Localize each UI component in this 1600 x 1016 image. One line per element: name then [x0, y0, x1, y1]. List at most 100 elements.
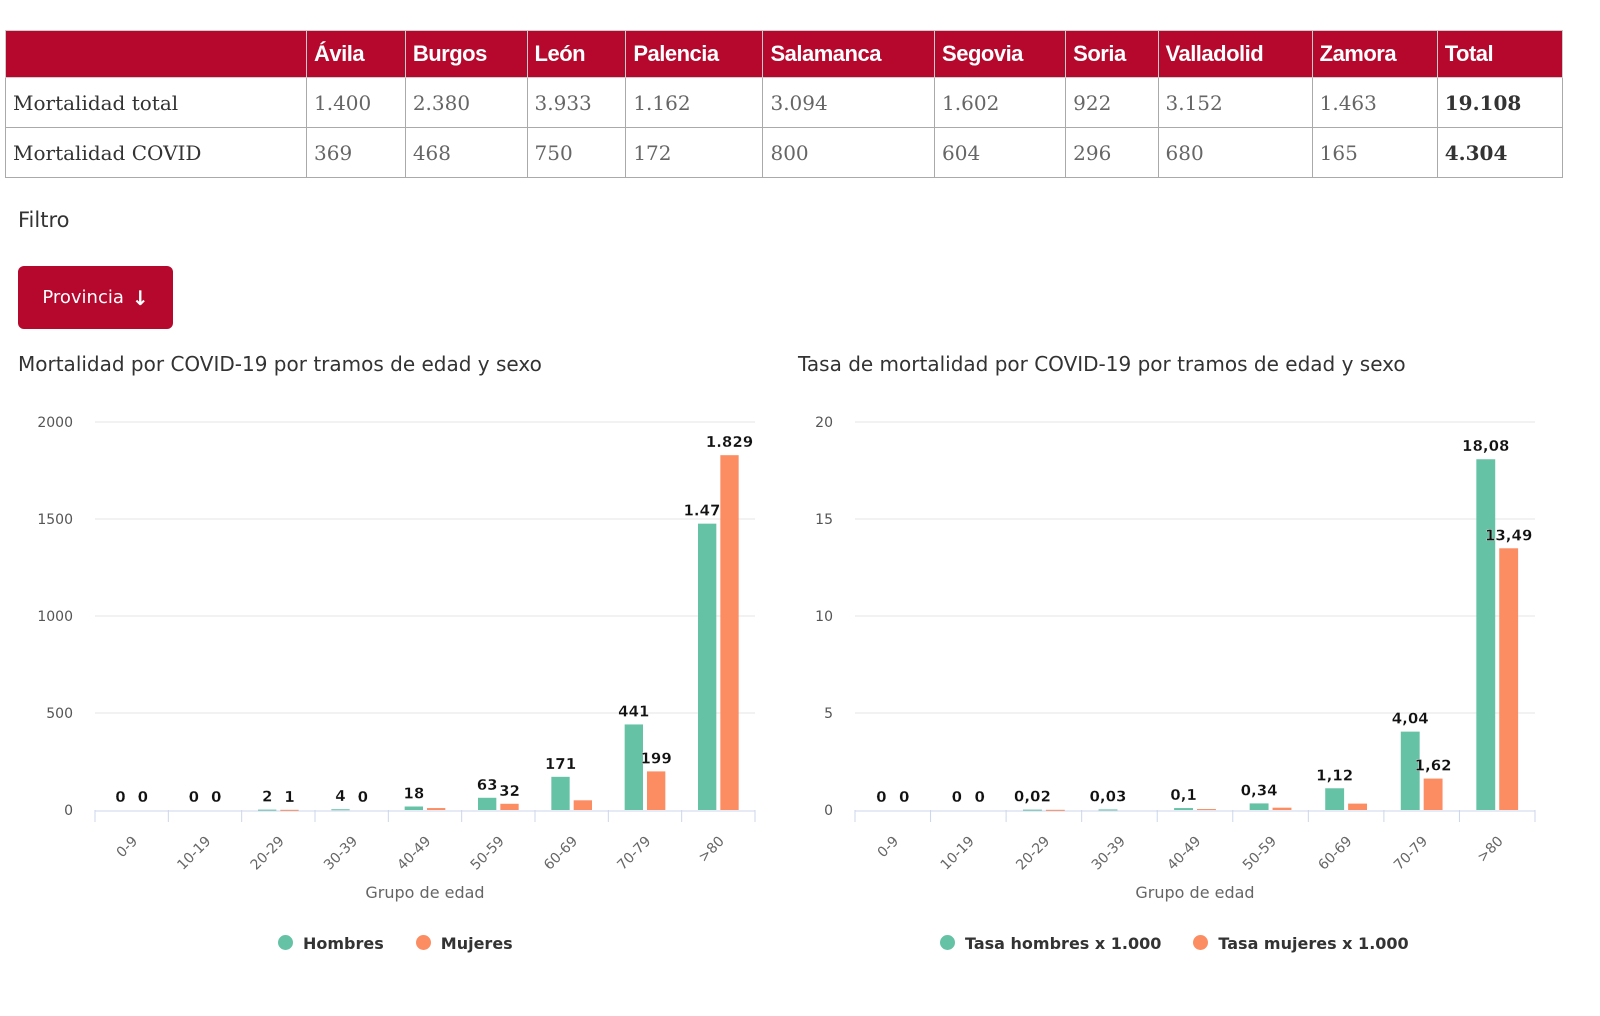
- data-label: 0: [358, 788, 368, 806]
- x-tick-label: 0-9: [875, 833, 902, 860]
- bar-mujeres: [1045, 809, 1065, 811]
- data-label: 0,02: [1014, 788, 1051, 806]
- x-tick-label: 50-59: [468, 833, 508, 873]
- column-header: León: [526, 30, 627, 78]
- column-header: Total: [1436, 30, 1564, 78]
- x-tick-label: 20-29: [248, 833, 288, 873]
- bar-hombres: [258, 809, 277, 811]
- x-axis-title: Grupo de edad: [365, 883, 484, 902]
- data-label: 2: [262, 788, 272, 806]
- y-tick-label: 10: [815, 609, 833, 625]
- column-header: Segovia: [934, 30, 1067, 78]
- data-label: 1.829: [706, 433, 753, 451]
- bar-mujeres: [647, 771, 666, 810]
- data-label: 4,04: [1392, 710, 1429, 728]
- bar-hombres: [624, 724, 643, 810]
- data-label: 4: [335, 787, 345, 805]
- bar-mujeres: [427, 808, 446, 810]
- bar-mujeres: [1272, 807, 1292, 810]
- bar-hombres: [331, 809, 350, 811]
- y-tick-label: 20: [815, 415, 833, 431]
- bar-mujeres: [573, 800, 592, 810]
- data-label: 199: [641, 749, 672, 767]
- data-label: 0: [189, 788, 199, 806]
- column-header: Salamanca: [762, 30, 936, 78]
- x-tick-label: >80: [696, 833, 728, 865]
- hombres-dot-icon: [940, 935, 955, 950]
- data-label: 0: [876, 788, 886, 806]
- data-label: 18: [403, 785, 424, 803]
- legend-label: Tasa mujeres x 1.000: [1218, 934, 1409, 953]
- bar-hombres: [1325, 788, 1345, 810]
- bar-mujeres: [1197, 809, 1216, 811]
- legend-hombres[interactable]: Hombres: [278, 934, 384, 953]
- legend-label: Hombres: [303, 934, 384, 953]
- x-tick-label: 70-79: [614, 833, 654, 873]
- table-cell: 1.400: [306, 77, 406, 128]
- table-cell: 3.933: [526, 77, 627, 128]
- bar-hombres: [698, 523, 717, 810]
- legend-tasa-hombres[interactable]: Tasa hombres x 1.000: [940, 934, 1161, 953]
- data-label: 32: [499, 782, 520, 800]
- chart-title-left: Mortalidad por COVID-19 por tramos de ed…: [18, 352, 542, 376]
- legend-tasa-mujeres[interactable]: Tasa mujeres x 1.000: [1193, 934, 1409, 953]
- table-cell: 2.380: [404, 77, 528, 128]
- table-cell: 800: [762, 127, 936, 178]
- x-tick-label: >80: [1474, 833, 1506, 865]
- table-cell: 750: [526, 127, 627, 178]
- y-tick-label: 500: [46, 706, 73, 722]
- column-header: [5, 30, 307, 78]
- y-tick-label: 0: [64, 803, 73, 819]
- y-tick-label: 15: [815, 512, 833, 528]
- data-label: 13,49: [1485, 526, 1532, 544]
- legend-mujeres[interactable]: Mujeres: [415, 934, 513, 953]
- bar-hombres: [1249, 803, 1269, 810]
- y-tick-label: 1000: [37, 609, 73, 625]
- x-tick-label: 60-69: [1315, 833, 1355, 873]
- bar-hombres: [478, 797, 497, 810]
- data-label: 18,08: [1462, 437, 1509, 455]
- province-filter-button[interactable]: Provincia ↓: [18, 266, 173, 329]
- y-tick-label: 1500: [37, 512, 73, 528]
- y-tick-label: 5: [824, 706, 833, 722]
- column-header: Palencia: [625, 30, 764, 78]
- table-cell: 1.602: [934, 77, 1067, 128]
- x-tick-label: 10-19: [938, 833, 978, 873]
- data-label: 0: [975, 788, 985, 806]
- mujeres-dot-icon: [415, 935, 431, 950]
- data-label: 0,34: [1241, 781, 1278, 799]
- data-label: 1.476: [683, 502, 730, 520]
- table-cell: 604: [934, 127, 1067, 178]
- bar-hombres: [1400, 731, 1420, 810]
- data-label: 1: [284, 788, 294, 806]
- data-label: 1,62: [1415, 757, 1452, 775]
- legend-right: Tasa hombres x 1.000 Tasa mujeres x 1.00…: [940, 934, 1409, 953]
- bar-hombres: [551, 776, 570, 810]
- table-cell: 165: [1311, 127, 1438, 178]
- legend-label: Mujeres: [440, 934, 513, 953]
- x-tick-label: 30-39: [321, 833, 361, 873]
- data-label: 0: [211, 788, 221, 806]
- legend-left: Hombres Mujeres: [278, 934, 513, 953]
- data-label: 0: [899, 788, 909, 806]
- data-label: 171: [545, 755, 576, 773]
- table-cell: 468: [404, 127, 528, 178]
- bar-hombres: [404, 806, 423, 810]
- column-header: Soria: [1065, 30, 1159, 78]
- x-tick-label: 60-69: [541, 833, 581, 873]
- row-label: Mortalidad total: [5, 77, 307, 128]
- row-label: Mortalidad COVID: [5, 127, 307, 178]
- bar-hombres: [1476, 459, 1496, 810]
- hombres-dot-icon: [278, 935, 293, 950]
- mortality-table: Ávila Burgos León Palencia Salamanca Segovia S…: [5, 30, 1564, 178]
- mujeres-dot-icon: [1193, 935, 1209, 950]
- x-tick-label: 0-9: [114, 833, 141, 860]
- table-row: Mortalidad total 1.400 2.380 3.933 1.162 3.09…: [5, 77, 1564, 128]
- chart-title-right: Tasa de mortalidad por COVID-19 por tram…: [798, 352, 1406, 376]
- table-row: Mortalidad COVID 369 468 750 172 800 604 296 680…: [5, 127, 1564, 178]
- bar-mujeres: [720, 455, 739, 810]
- data-label: 0: [952, 788, 962, 806]
- filter-label: Filtro: [18, 208, 70, 232]
- data-label: 63: [477, 776, 498, 794]
